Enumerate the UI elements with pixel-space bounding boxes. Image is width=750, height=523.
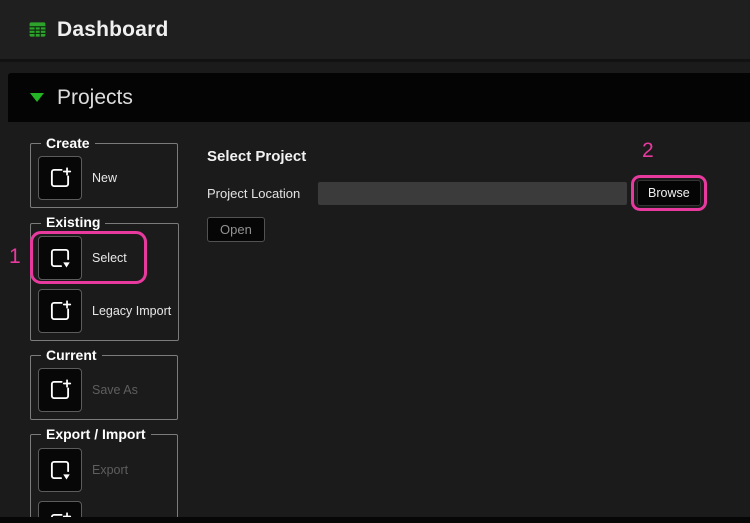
page-title: Dashboard — [57, 17, 169, 41]
select-project-heading: Select Project — [207, 148, 307, 165]
bottom-edge-strip — [0, 517, 750, 523]
project-actions-column: Create New Existing 1 — [9, 135, 180, 523]
action-label-save-as: Save As — [92, 383, 138, 398]
select-project-pane: Select Project Project Location 2 Browse… — [207, 139, 707, 242]
group-current: Current Save As — [30, 346, 178, 421]
project-location-label: Project Location — [207, 185, 301, 201]
group-current-legend: Current — [46, 346, 97, 363]
browse-button-wrap: 2 Browse — [631, 139, 707, 211]
projects-section-header[interactable]: Projects — [8, 73, 750, 122]
step-1-annotation: 1 — [9, 244, 21, 268]
new-window-icon — [50, 167, 72, 188]
new-window-icon — [50, 300, 72, 320]
open-window-icon — [50, 460, 70, 480]
group-export-import: Export / Import Export Import — [30, 426, 178, 523]
projects-section-title: Projects — [57, 85, 133, 109]
action-label-legacy-import: Legacy Import — [92, 303, 172, 318]
spreadsheet-icon — [29, 22, 46, 37]
group-existing-legend: Existing — [46, 214, 101, 231]
new-window-icon — [50, 379, 72, 400]
group-create-legend: Create — [46, 135, 90, 151]
action-row-new: New — [38, 156, 170, 201]
legacy-import-button[interactable] — [38, 288, 82, 333]
action-label-new: New — [92, 171, 118, 186]
action-label-select: Select — [92, 250, 127, 265]
project-location-row: Project Location 2 Browse — [207, 139, 707, 211]
action-label-export: Export — [92, 462, 129, 477]
collapse-triangle-icon — [30, 93, 44, 102]
group-export-import-legend: Export / Import — [46, 426, 146, 443]
select-project-button[interactable] — [38, 235, 82, 280]
group-existing: Existing 1 Select — [9, 214, 180, 341]
action-row-select: 1 Select — [9, 230, 171, 284]
project-location-input[interactable] — [318, 181, 627, 205]
export-button[interactable] — [38, 447, 82, 492]
browse-button[interactable]: Browse — [637, 180, 701, 206]
top-bar: Dashboard — [0, 0, 750, 62]
group-create: Create New — [30, 135, 178, 209]
action-row-export: Export — [38, 447, 170, 492]
new-project-button[interactable] — [38, 156, 82, 201]
action-row-legacy-import: Legacy Import — [38, 288, 172, 333]
action-row-save-as: Save As — [38, 368, 170, 413]
open-window-icon — [50, 248, 70, 268]
open-button[interactable]: Open — [207, 217, 265, 242]
save-as-button[interactable] — [38, 368, 82, 413]
